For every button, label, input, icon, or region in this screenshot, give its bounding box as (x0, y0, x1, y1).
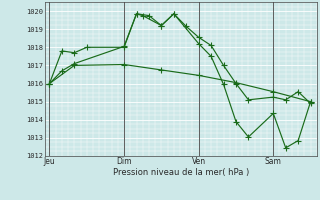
X-axis label: Pression niveau de la mer( hPa ): Pression niveau de la mer( hPa ) (113, 168, 249, 177)
